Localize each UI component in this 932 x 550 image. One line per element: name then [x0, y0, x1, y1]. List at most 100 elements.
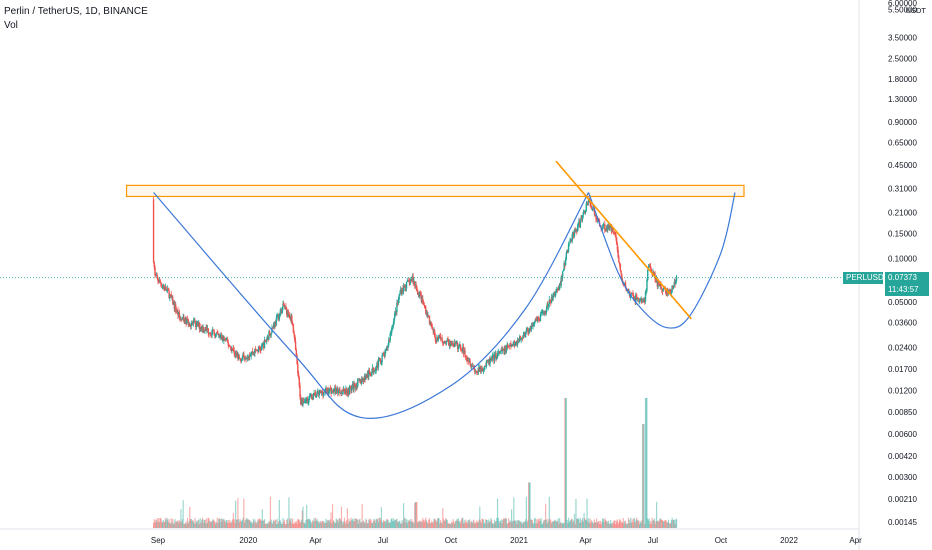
- candle-body: [234, 352, 237, 355]
- candle-body: [497, 352, 499, 354]
- volume-bar: [405, 519, 408, 528]
- candle-body: [558, 288, 560, 290]
- candle-body: [491, 355, 494, 360]
- volume-bar: [257, 519, 259, 528]
- candle-body: [490, 358, 492, 360]
- candle-body: [493, 354, 496, 361]
- candle-body: [269, 331, 271, 335]
- candle-body: [291, 322, 294, 325]
- candle-body: [487, 359, 490, 363]
- candle-body: [530, 324, 533, 329]
- candle-body: [618, 256, 620, 263]
- price-tick-label: 0.00850: [888, 408, 917, 417]
- candle-body: [581, 215, 584, 220]
- volume-bar: [361, 503, 363, 528]
- volume-bar: [289, 520, 292, 528]
- candle-body: [329, 388, 332, 390]
- volume-bar: [331, 504, 334, 528]
- volume-bar: [625, 524, 627, 528]
- candle-body: [482, 369, 484, 372]
- volume-bar: [426, 522, 428, 528]
- candle-body: [446, 339, 448, 342]
- candle-body: [675, 276, 678, 281]
- candle-body: [229, 346, 231, 348]
- volume-bar: [170, 518, 172, 528]
- candle-body: [430, 321, 432, 324]
- candle-body: [323, 391, 326, 393]
- volume-bar: [536, 522, 539, 528]
- volume-bar: [522, 523, 524, 528]
- candle-body: [309, 396, 312, 397]
- volume-bar: [615, 520, 617, 528]
- candle-body: [647, 270, 649, 281]
- volume-bar: [600, 524, 602, 528]
- volume-bar: [573, 513, 576, 528]
- volume-bar: [524, 521, 526, 528]
- candle-body: [351, 386, 353, 391]
- volume-bar: [569, 520, 571, 528]
- candle-body: [317, 390, 320, 396]
- candle-body: [374, 370, 376, 372]
- volume-bar: [673, 519, 675, 528]
- volume-bar: [185, 521, 187, 528]
- candle-body: [379, 358, 381, 360]
- candle-body: [612, 232, 615, 234]
- volume-bar: [269, 496, 272, 528]
- candle-body: [421, 298, 423, 302]
- volume-bar: [245, 519, 247, 528]
- volume-bar: [669, 523, 671, 528]
- volume-bar: [632, 522, 634, 528]
- candle-body: [541, 312, 544, 313]
- volume-bar: [518, 520, 520, 528]
- volume-bar: [159, 518, 161, 528]
- candle-body: [450, 341, 453, 345]
- volume-bar: [484, 523, 486, 528]
- volume-bar: [613, 520, 616, 528]
- volume-bar: [512, 520, 514, 528]
- volume-bar: [338, 518, 340, 528]
- volume-bar: [519, 521, 521, 528]
- volume-bar: [408, 521, 410, 528]
- candle-body: [399, 293, 401, 296]
- candle-body: [468, 361, 471, 363]
- candle-body: [507, 345, 510, 347]
- candle-body: [672, 285, 675, 289]
- candle-body: [559, 283, 562, 286]
- volume-bar: [641, 520, 643, 528]
- candle-body: [551, 296, 553, 301]
- volume-bar: [482, 519, 485, 528]
- candle-body: [628, 291, 630, 293]
- candle-body: [390, 332, 392, 334]
- candle-body: [320, 390, 323, 393]
- candle-body: [209, 333, 211, 335]
- candle-body: [504, 347, 507, 352]
- volume-bar: [431, 520, 433, 528]
- volume-bar: [591, 521, 593, 528]
- candle-body: [306, 398, 309, 403]
- volume-bar: [319, 521, 321, 528]
- volume-bar: [555, 521, 557, 528]
- volume-bar: [246, 517, 248, 528]
- volume-bar: [435, 522, 437, 528]
- volume-bar: [301, 510, 303, 528]
- candle-body: [556, 289, 559, 291]
- candle-body: [261, 345, 264, 347]
- volume-bar: [255, 523, 257, 528]
- volume-bar: [537, 518, 539, 528]
- candle-body: [389, 333, 391, 340]
- volume-bar: [306, 504, 308, 528]
- volume-bar: [277, 521, 280, 528]
- candle-body: [658, 281, 660, 285]
- volume-bar: [618, 519, 621, 528]
- candle-body: [274, 321, 276, 328]
- volume-bar: [574, 523, 576, 528]
- volume-bar: [547, 521, 550, 528]
- candle-body: [342, 389, 344, 392]
- candle-body: [393, 318, 395, 325]
- volume-bar: [272, 520, 274, 528]
- candle-body: [481, 367, 483, 370]
- volume-bar: [208, 518, 210, 528]
- candle-body: [449, 342, 451, 347]
